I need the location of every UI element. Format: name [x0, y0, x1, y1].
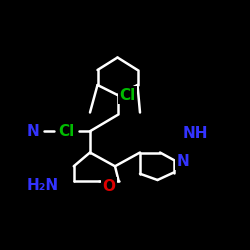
Text: N: N: [176, 154, 189, 169]
Text: H₂N: H₂N: [26, 178, 58, 192]
Text: Cl: Cl: [120, 88, 136, 102]
Text: N: N: [26, 124, 39, 139]
Text: O: O: [102, 179, 115, 194]
Text: Cl: Cl: [58, 124, 74, 139]
Text: NH: NH: [182, 126, 208, 141]
